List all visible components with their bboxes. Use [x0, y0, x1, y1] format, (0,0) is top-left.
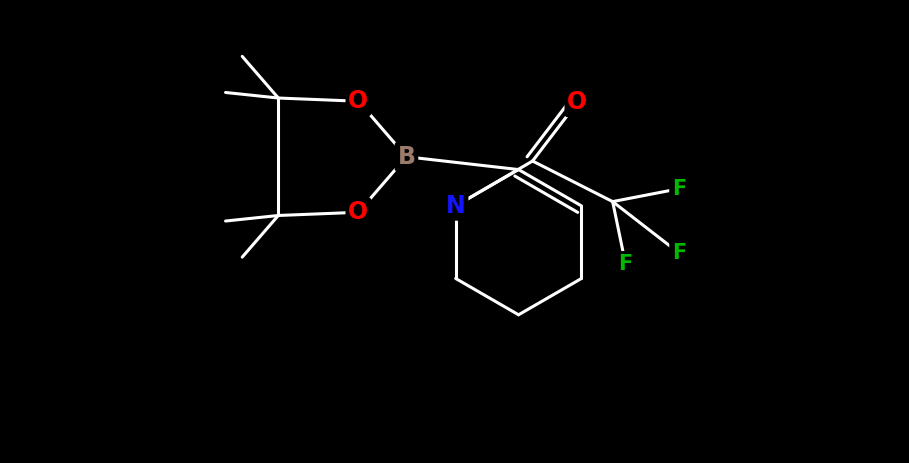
- Text: F: F: [618, 254, 633, 274]
- Text: F: F: [672, 243, 686, 263]
- Text: N: N: [445, 194, 465, 218]
- Text: B: B: [397, 145, 415, 169]
- Text: F: F: [672, 179, 686, 199]
- Text: O: O: [567, 90, 587, 114]
- Text: O: O: [348, 89, 368, 113]
- Text: O: O: [348, 200, 368, 224]
